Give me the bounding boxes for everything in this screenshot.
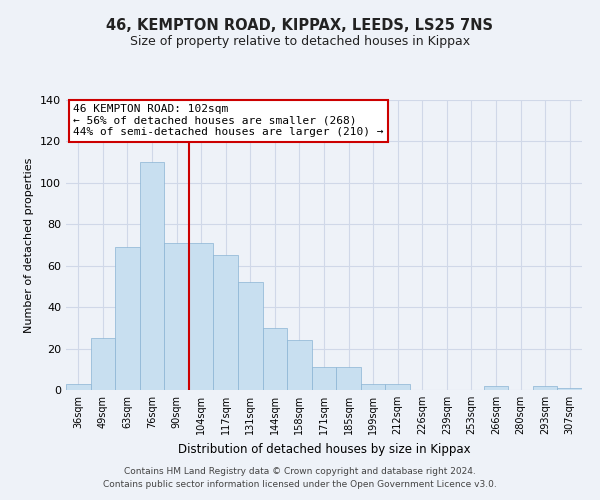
- Bar: [238, 282, 263, 390]
- X-axis label: Distribution of detached houses by size in Kippax: Distribution of detached houses by size …: [178, 442, 470, 456]
- Y-axis label: Number of detached properties: Number of detached properties: [25, 158, 34, 332]
- Bar: [533, 386, 557, 390]
- Bar: [189, 243, 214, 390]
- Text: 46, KEMPTON ROAD, KIPPAX, LEEDS, LS25 7NS: 46, KEMPTON ROAD, KIPPAX, LEEDS, LS25 7N…: [107, 18, 493, 32]
- Bar: [214, 256, 238, 390]
- Bar: [91, 338, 115, 390]
- Bar: [312, 367, 336, 390]
- Text: 46 KEMPTON ROAD: 102sqm
← 56% of detached houses are smaller (268)
44% of semi-d: 46 KEMPTON ROAD: 102sqm ← 56% of detache…: [73, 104, 384, 138]
- Bar: [287, 340, 312, 390]
- Bar: [385, 384, 410, 390]
- Text: Contains public sector information licensed under the Open Government Licence v3: Contains public sector information licen…: [103, 480, 497, 489]
- Bar: [484, 386, 508, 390]
- Text: Size of property relative to detached houses in Kippax: Size of property relative to detached ho…: [130, 35, 470, 48]
- Bar: [557, 388, 582, 390]
- Bar: [66, 384, 91, 390]
- Bar: [115, 247, 140, 390]
- Bar: [164, 243, 189, 390]
- Bar: [140, 162, 164, 390]
- Text: Contains HM Land Registry data © Crown copyright and database right 2024.: Contains HM Land Registry data © Crown c…: [124, 467, 476, 476]
- Bar: [263, 328, 287, 390]
- Bar: [361, 384, 385, 390]
- Bar: [336, 367, 361, 390]
